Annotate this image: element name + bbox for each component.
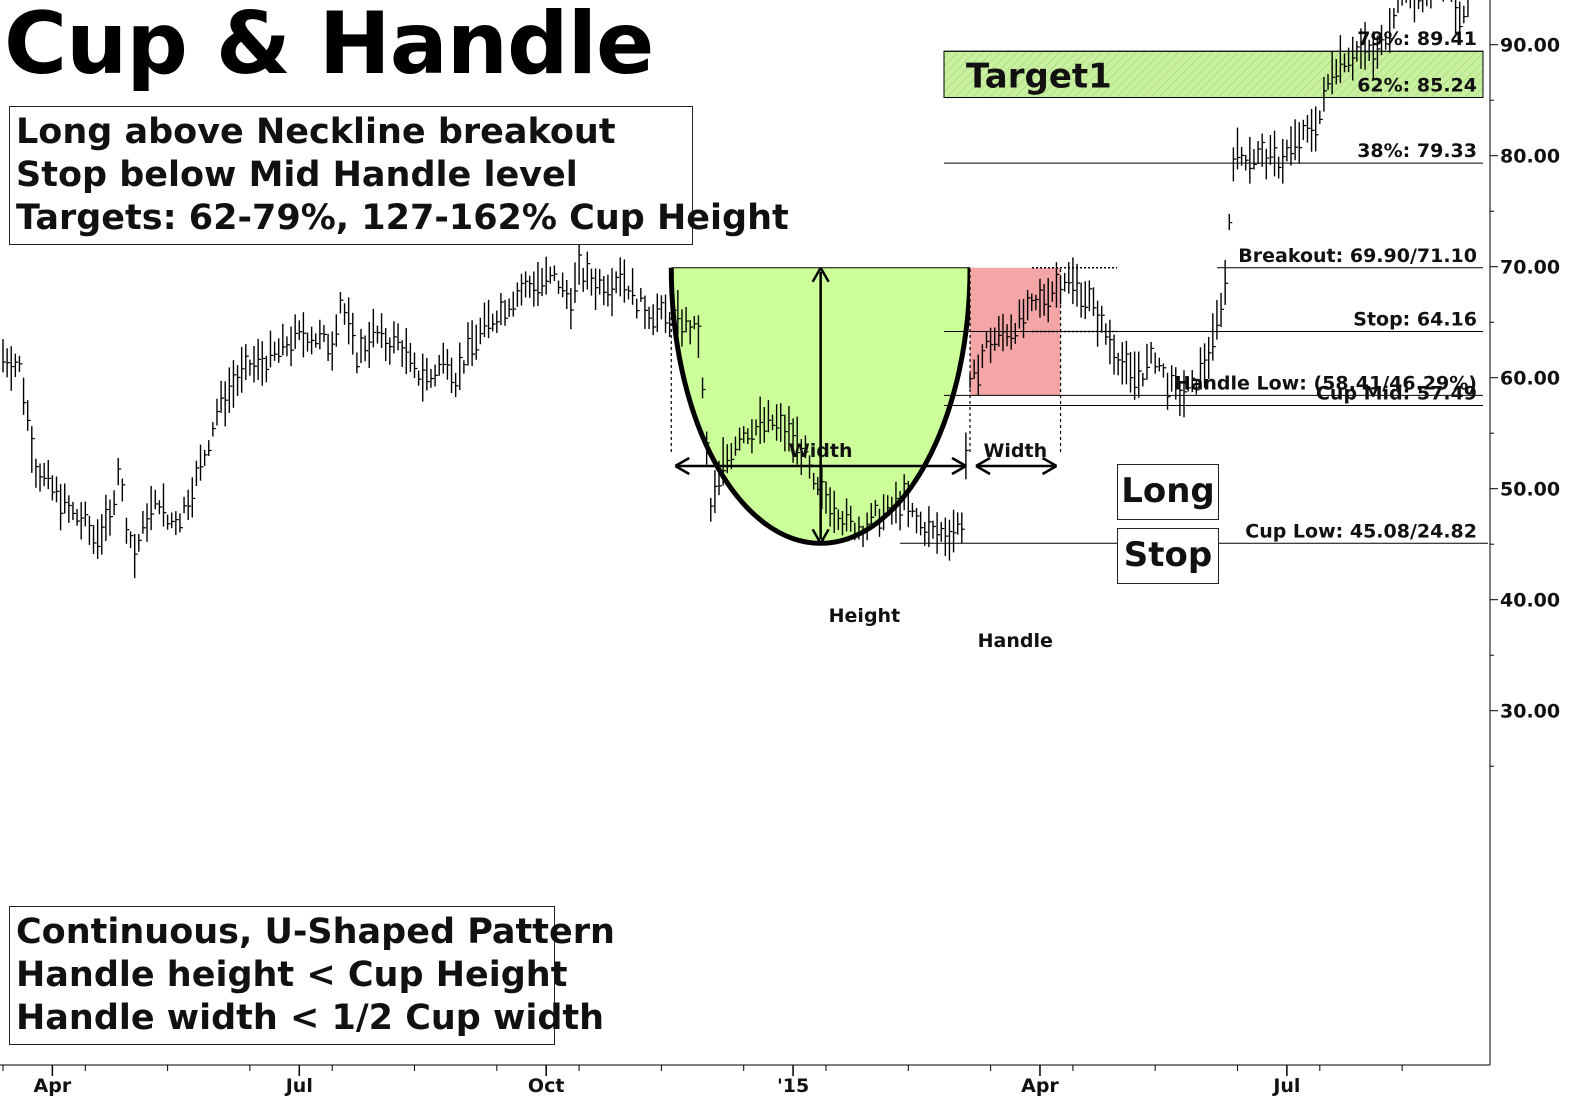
time-axis-label: Apr [1021,1075,1059,1097]
criteria-line: Continuous, U-Shaped Pattern [16,912,615,952]
long-tag: Long [1117,464,1219,520]
target-zone-label: Target1 [966,56,1112,96]
level-label: Stop: 64.16 [1353,309,1477,331]
level-label: Handle Low: (58.41/46.29%) [1175,372,1477,394]
price-axis-label: 80.00 [1500,146,1560,168]
cup-height-label: Height [829,605,901,627]
rules-box: Long above Neckline breakout Stop below … [9,106,789,245]
price-axis-label: 40.00 [1500,590,1560,612]
price-axis-label: 90.00 [1500,35,1560,57]
handle-width-label: Width [983,440,1047,462]
rules-line: Stop below Mid Handle level [16,155,578,195]
handle-width-arrow-head [975,456,991,476]
cup-width-arrow-head [951,456,967,476]
handle-label: Handle [978,630,1053,652]
stop-tag: Stop [1117,528,1219,584]
level-label: 38%: 79.33 [1357,140,1477,162]
time-axis-label: Jul [284,1075,313,1097]
level-lines: 162%: 110.11127%: 101.42100%: 94.7279%: … [900,28,1488,544]
cup-width-arrow-head [674,456,690,476]
axes: 30.0040.0050.0060.0070.0080.0090.00100.0… [0,0,1560,1097]
time-axis-label: Jul [1271,1075,1300,1097]
price-axis-label: 70.00 [1500,257,1560,279]
price-series [2,0,1469,579]
criteria-line: Handle height < Cup Height [16,955,568,995]
rules-line: Long above Neckline breakout [16,112,616,152]
price-axis-label: 50.00 [1500,479,1560,501]
level-label: Cup Low: 45.08/24.82 [1245,520,1477,542]
target-zone [943,50,1484,99]
level-label: Cup Mid: 57.49 [1316,383,1477,405]
time-axis-label: Oct [528,1075,565,1097]
price-axis-label: 30.00 [1500,701,1560,723]
page-title: Cup & Handle [4,0,654,94]
criteria-box: Continuous, U-Shaped Pattern Handle heig… [9,906,615,1045]
criteria-line: Handle width < 1/2 Cup width [16,998,605,1038]
level-label: 79%: 89.41 [1357,28,1477,50]
level-label: Breakout: 69.90/71.10 [1238,245,1477,267]
level-label: 62%: 85.24 [1357,75,1477,97]
price-axis-label: 60.00 [1500,368,1560,390]
time-axis-label: Apr [34,1075,72,1097]
cup-height-arrow-head [811,528,830,544]
cup-height-arrow-head [811,267,830,283]
time-axis-label: '15 [777,1075,809,1097]
rules-line: Targets: 62-79%, 127-162% Cup Height [16,198,789,238]
target-zones: Target2Target1 [943,50,1484,99]
handle-width-arrow-head [1041,456,1058,476]
